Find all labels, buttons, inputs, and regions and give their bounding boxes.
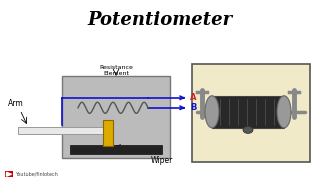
Text: Youtube/finlotech: Youtube/finlotech	[15, 172, 58, 176]
Bar	[70, 145, 162, 154]
Ellipse shape	[243, 126, 253, 133]
Ellipse shape	[205, 96, 219, 128]
Bar	[212, 96, 284, 128]
Text: Wiper: Wiper	[151, 156, 173, 165]
Bar	[62, 76, 170, 158]
Text: Resistance
Element: Resistance Element	[99, 65, 133, 76]
Bar	[192, 64, 310, 162]
Ellipse shape	[277, 96, 291, 128]
Bar	[5, 172, 13, 177]
Bar	[103, 120, 113, 146]
Polygon shape	[6, 172, 12, 176]
Text: Arm: Arm	[8, 99, 24, 108]
Bar	[18, 127, 108, 134]
Text: Potentiometer: Potentiometer	[87, 11, 233, 29]
Text: B: B	[190, 103, 196, 112]
Text: A: A	[190, 93, 196, 102]
